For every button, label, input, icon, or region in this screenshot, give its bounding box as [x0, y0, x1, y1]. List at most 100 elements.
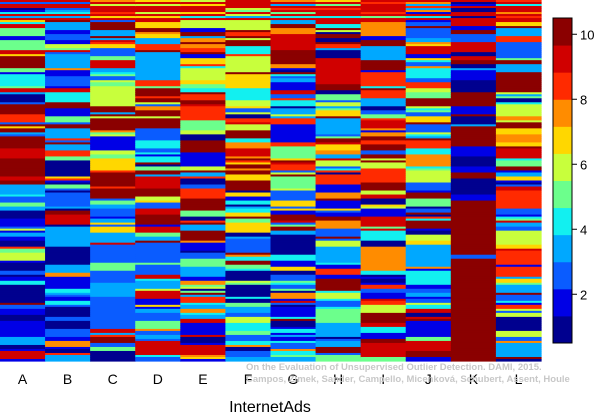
heatmap-cell: [360, 96, 407, 99]
heatmap-cell: [90, 212, 136, 216]
heatmap-cell: [45, 84, 91, 87]
heatmap-cell: [225, 78, 272, 81]
heatmap-cell: [45, 206, 91, 210]
heatmap-cell: [360, 8, 407, 11]
heatmap-cell: [495, 148, 542, 152]
heatmap-cell: [135, 254, 181, 258]
heatmap-cell: [495, 336, 542, 340]
heatmap-cell: [135, 182, 181, 186]
heatmap-cell: [450, 104, 497, 107]
heatmap-cell: [405, 326, 452, 330]
heatmap-cell: [450, 14, 497, 17]
heatmap-cell: [225, 234, 272, 238]
heatmap-cell: [405, 358, 452, 362]
heatmap-cell: [90, 302, 136, 306]
heatmap-cell: [405, 48, 452, 51]
heatmap-cell: [450, 108, 497, 111]
heatmap-cell: [135, 292, 181, 296]
heatmap-cell: [45, 348, 91, 352]
heatmap-cell: [225, 50, 272, 53]
heatmap-cell: [315, 272, 362, 276]
heatmap-cell: [315, 108, 362, 111]
heatmap-cell: [270, 162, 317, 166]
heatmap-cell: [405, 46, 452, 49]
heatmap-cell: [225, 182, 272, 186]
heatmap-cell: [225, 108, 272, 111]
heatmap-cell: [0, 340, 46, 344]
heatmap-cell: [180, 138, 227, 141]
heatmap-cell: [315, 286, 362, 290]
heatmap-cell: [405, 300, 452, 304]
heatmap-cell: [180, 314, 227, 318]
heatmap-cell: [315, 196, 362, 200]
heatmap-cell: [450, 228, 497, 232]
heatmap-cell: [360, 240, 407, 244]
heatmap-cell: [90, 58, 136, 61]
heatmap-cell: [225, 190, 272, 194]
heatmap-cell: [360, 104, 407, 107]
heatmap-cell: [270, 18, 317, 21]
heatmap-cell: [270, 118, 317, 121]
heatmap-cell: [405, 144, 452, 148]
heatmap-cell: [450, 80, 497, 83]
heatmap-cell: [360, 272, 407, 276]
heatmap-cell: [0, 98, 46, 101]
heatmap-cell: [315, 238, 362, 242]
heatmap-cell: [315, 136, 362, 139]
heatmap-cell: [90, 348, 136, 352]
heatmap-cell: [315, 120, 362, 123]
heatmap-cell: [450, 138, 497, 141]
heatmap-cell: [45, 270, 91, 274]
heatmap-cell: [90, 164, 136, 168]
heatmap-cell: [315, 192, 362, 196]
heatmap-cell: [495, 314, 542, 318]
heatmap-cell: [360, 170, 407, 174]
heatmap-cell: [495, 14, 542, 17]
heatmap-cell: [360, 2, 407, 5]
heatmap-cell: [90, 274, 136, 278]
heatmap-cell: [225, 122, 272, 125]
heatmap-cell: [450, 334, 497, 338]
heatmap-cell: [180, 338, 227, 342]
heatmap-cell: [0, 198, 46, 202]
heatmap-cell: [45, 106, 91, 109]
heatmap-cell: [360, 168, 407, 172]
heatmap-cell: [90, 316, 136, 320]
heatmap-cell: [135, 154, 181, 158]
heatmap-cell: [135, 324, 181, 328]
heatmap-cell: [495, 238, 542, 242]
heatmap-cell: [225, 188, 272, 192]
heatmap-cell: [135, 4, 181, 7]
heatmap-cell: [90, 114, 136, 117]
heatmap-cell: [135, 220, 181, 224]
heatmap-cell: [405, 226, 452, 230]
heatmap-cell: [360, 182, 407, 186]
heatmap-cell: [45, 86, 91, 89]
heatmap-cell: [315, 208, 362, 212]
heatmap-cell: [180, 166, 227, 170]
heatmap-cell: [90, 246, 136, 250]
heatmap-cell: [45, 198, 91, 202]
heatmap-cell: [360, 198, 407, 202]
heatmap-cell: [315, 344, 362, 348]
heatmap-cell: [90, 116, 136, 119]
heatmap-cell: [45, 30, 91, 33]
heatmap-cell: [270, 270, 317, 274]
heatmap-cell: [315, 22, 362, 25]
heatmap-cell: [270, 140, 317, 143]
heatmap-cell: [405, 200, 452, 204]
heatmap-cell: [180, 68, 227, 71]
heatmap-cell: [225, 0, 272, 3]
heatmap-cell: [495, 282, 542, 286]
heatmap-cell: [135, 100, 181, 103]
heatmap-cell: [360, 18, 407, 21]
heatmap-cell: [315, 186, 362, 190]
heatmap-cell: [180, 292, 227, 296]
heatmap-cell: [90, 142, 136, 145]
heatmap-cell: [0, 18, 46, 21]
heatmap-cell: [180, 316, 227, 320]
heatmap-cell: [360, 26, 407, 29]
heatmap-cell: [315, 148, 362, 152]
heatmap-cell: [315, 294, 362, 298]
heatmap-cell: [270, 280, 317, 284]
